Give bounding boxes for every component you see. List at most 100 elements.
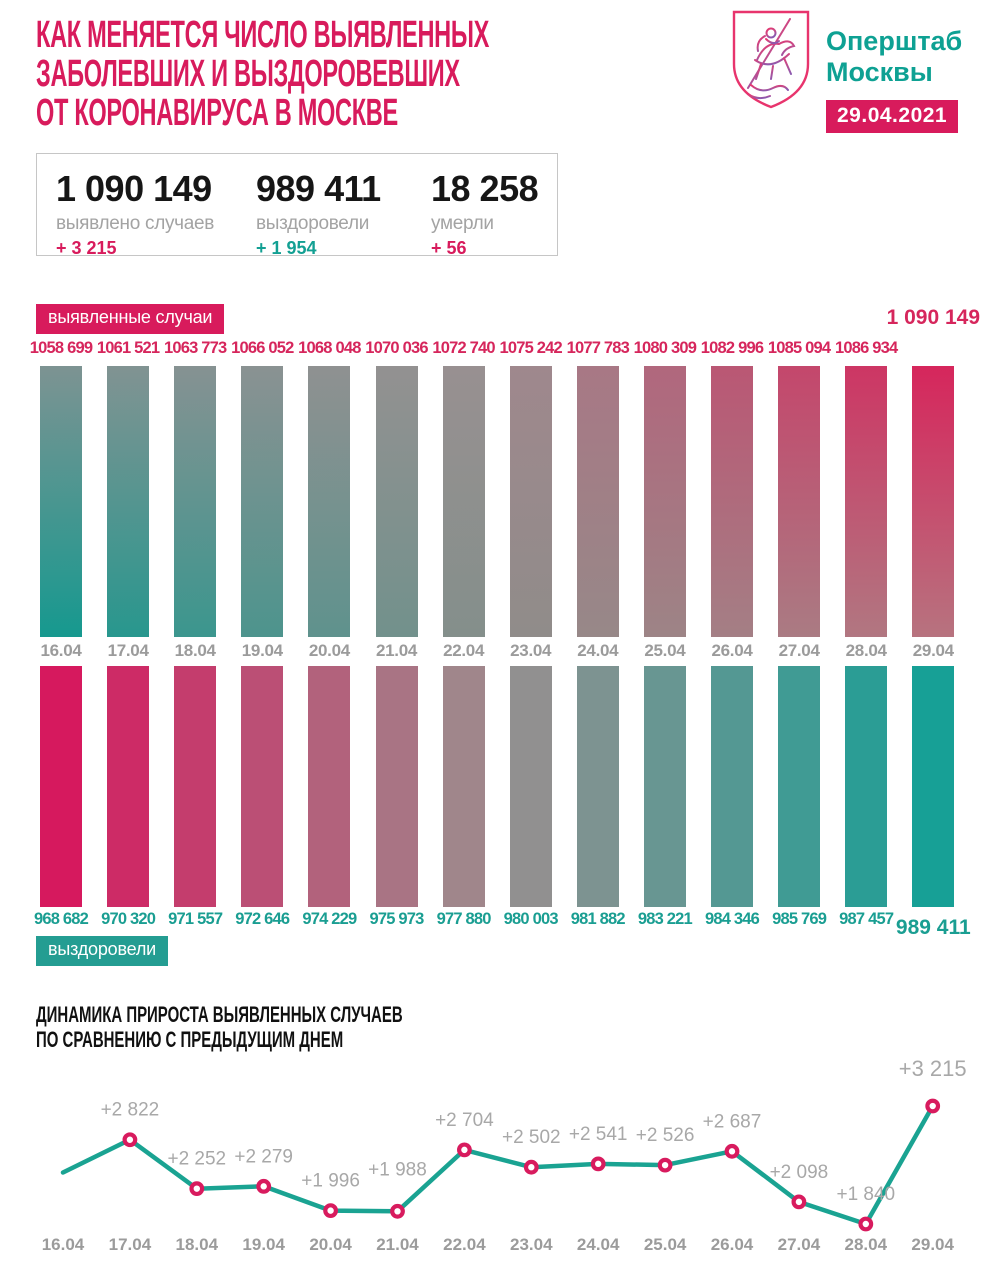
daily-marker (323, 1203, 339, 1219)
daily-marker (590, 1156, 606, 1172)
daily-increase-line-chart: 16.04 +2 822 17.04 +2 252 18.04 +2 279 19.04 +1… (42, 1056, 967, 1254)
cases-delta: + 3 215 (56, 238, 117, 258)
daily-date-label: 26.04 (711, 1235, 754, 1254)
daily-marker (390, 1203, 405, 1219)
daily-line (60, 1103, 935, 1227)
daily-chart-title-line-1: ДИНАМИКА ПРИРОСТА ВЫЯВЛЕННЫХ СЛУЧАЕВ (36, 1002, 403, 1027)
daily-date-label: 20.04 (309, 1235, 352, 1254)
date-label: 21.04 (375, 641, 418, 660)
detected-bar (241, 366, 284, 637)
daily-marker (122, 1132, 138, 1148)
daily-value-label: +2 252 (167, 1149, 226, 1170)
daily-value-label: +2 822 (101, 1100, 160, 1121)
deaths-label: умерли (431, 213, 494, 234)
detected-value-label: 1085 094 (767, 339, 831, 357)
daily-date-label: 22.04 (443, 1235, 486, 1254)
recovered-bar (845, 666, 888, 907)
recovered-value-label: 971 557 (168, 910, 223, 928)
date-label: 22.04 (443, 641, 485, 660)
daily-marker (925, 1098, 941, 1114)
detected-value-label: 1072 740 (432, 339, 495, 357)
daily-value-label: +2 704 (435, 1110, 494, 1131)
daily-value-label: +2 687 (703, 1111, 762, 1132)
recovered-chip: выздоровели (36, 936, 169, 966)
daily-value-label: +1 840 (836, 1184, 895, 1205)
date-label: 18.04 (174, 641, 216, 660)
daily-marker (858, 1216, 874, 1232)
date-label: 16.04 (40, 641, 82, 660)
daily-date-label: 24.04 (577, 1235, 620, 1254)
detected-value-label: 1063 773 (163, 339, 227, 357)
page-title-line-3: ОТ КОРОНАВИРУСА В МОСКВЕ (36, 92, 398, 134)
daily-marker (791, 1194, 807, 1210)
detected-value-label: 1082 996 (700, 339, 764, 357)
page-title-line-2: ЗАБОЛЕВШИХ И ВЫЗДОРОВЕВШИХ (36, 53, 460, 95)
detected-bar (711, 366, 753, 637)
daily-value-label: +2 526 (636, 1125, 695, 1146)
daily-value-label: +2 541 (569, 1124, 628, 1145)
daily-value-label: +1 996 (301, 1171, 360, 1192)
recovered-value-label: 983 221 (637, 910, 693, 928)
date-label: 27.04 (778, 641, 820, 660)
daily-value-label: +3 215 (899, 1056, 967, 1081)
cases-label: выявлено случаев (56, 213, 215, 234)
daily-date-label: 28.04 (845, 1235, 888, 1254)
recovered-value-label: 974 229 (302, 910, 357, 928)
daily-marker (189, 1181, 205, 1197)
recovered-bar (711, 666, 753, 907)
recovered-bar (509, 666, 552, 907)
detected-bar (107, 366, 150, 637)
detected-value-label: 1080 309 (633, 339, 697, 357)
daily-date-label: 16.04 (42, 1235, 85, 1254)
daily-marker (523, 1159, 539, 1175)
recovered-value-label: 968 682 (33, 910, 89, 928)
detected-cases-chip: выявленные случаи (36, 304, 225, 334)
recovered-value-label: 970 320 (101, 910, 156, 928)
brand-name: Оперштаб Москвы (826, 26, 962, 88)
recovered-bar (107, 666, 150, 907)
moscow-coat-of-arms-logo (727, 8, 815, 112)
daily-marker (457, 1142, 472, 1158)
recovered-bar (174, 666, 217, 907)
date-label: 23.04 (510, 641, 552, 660)
brand-line-1: Оперштаб (826, 26, 963, 56)
recovered-value-label: 984 346 (704, 910, 760, 928)
recovered-bar (778, 666, 821, 907)
daily-date-label: 29.04 (911, 1235, 954, 1254)
summary-deaths: 18 258 умерли + 56 (431, 168, 557, 259)
recovered-bar (442, 666, 485, 907)
recovered-value-label: 989 411 (895, 916, 971, 939)
brand-line-2: Москвы (826, 57, 933, 87)
detected-value-label: 1077 783 (566, 339, 630, 357)
recovered-value-label: 977 880 (436, 910, 492, 928)
date-label: 28.04 (845, 641, 887, 660)
date-label: 20.04 (308, 641, 350, 660)
recovered-value-label: 985 769 (772, 910, 827, 928)
detected-value-label: 1086 934 (834, 339, 898, 357)
summary-recovered: 989 411 выздоровели + 1 954 (256, 168, 431, 259)
detected-bar (375, 366, 418, 637)
recovered-bar (308, 666, 351, 907)
daily-value-label: +2 502 (502, 1127, 561, 1148)
detected-bar (509, 366, 552, 637)
recovered-delta: + 1 954 (256, 238, 317, 258)
daily-date-label: 17.04 (109, 1235, 152, 1254)
summary-box: 1 090 149 выявлено случаев + 3 215 989 4… (36, 153, 558, 259)
detected-bar (912, 366, 955, 637)
recovered-bar (643, 666, 686, 907)
recovered-label: выздоровели (256, 213, 370, 234)
detected-bar (308, 366, 351, 637)
coat-of-arms-icon (732, 10, 810, 109)
detected-bar (643, 366, 686, 637)
date-label: 25.04 (644, 641, 686, 660)
detected-value-label: 1 090 149 (886, 306, 981, 329)
daily-date-label: 18.04 (176, 1235, 219, 1254)
daily-value-label: +2 279 (234, 1146, 293, 1167)
detected-value-label: 1061 521 (96, 339, 160, 357)
daily-chart-title-line-2: ПО СРАВНЕНИЮ С ПРЕДЫДУЩИМ ДНЕМ (36, 1027, 344, 1052)
daily-chart-title: ДИНАМИКА ПРИРОСТА ВЫЯВЛЕННЫХ СЛУЧАЕВ ПО … (36, 1002, 403, 1052)
recovered-value-label: 981 882 (570, 910, 626, 928)
daily-value-label: +1 988 (368, 1159, 427, 1180)
recovered-value-label: 987 457 (839, 910, 894, 928)
